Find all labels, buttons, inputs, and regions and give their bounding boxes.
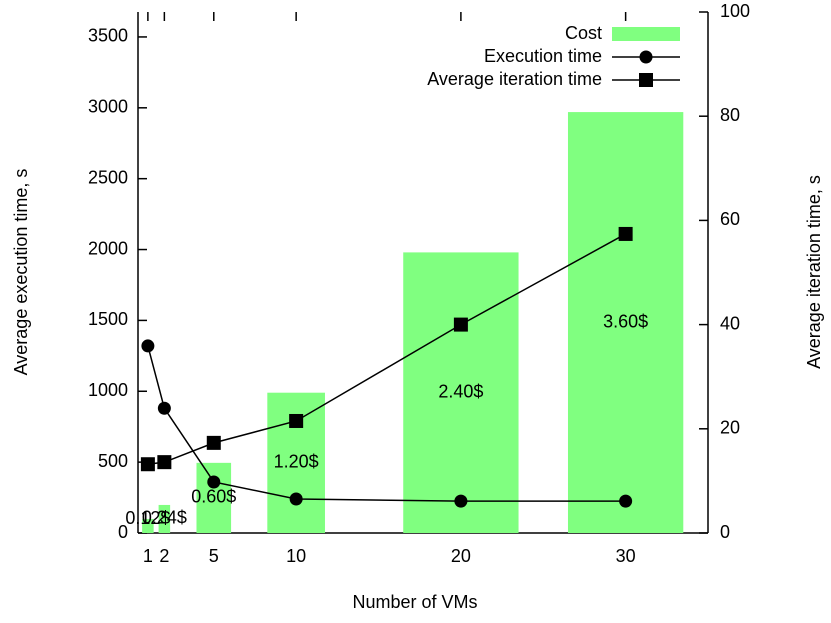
y2-tick-label: 40 bbox=[720, 313, 740, 333]
y-tick-label: 2000 bbox=[88, 238, 128, 258]
value-label: 0.12$ bbox=[125, 508, 170, 528]
marker bbox=[157, 455, 172, 470]
bar bbox=[403, 252, 519, 533]
x-tick-label: 5 bbox=[209, 546, 219, 566]
marker bbox=[207, 475, 221, 489]
marker bbox=[454, 494, 468, 508]
y2-axis-label: Average iteration time, s bbox=[804, 175, 824, 369]
value-label: 3.60$ bbox=[603, 311, 648, 331]
y-tick-label: 500 bbox=[98, 451, 128, 471]
value-label: 0.60$ bbox=[191, 487, 236, 507]
y-tick-label: 1000 bbox=[88, 380, 128, 400]
y-tick-label: 3500 bbox=[88, 26, 128, 46]
bar bbox=[567, 112, 684, 533]
bar bbox=[196, 462, 232, 533]
marker bbox=[453, 317, 468, 332]
y2-tick-label: 80 bbox=[720, 105, 740, 125]
legend-label: Cost bbox=[565, 23, 602, 43]
x-tick-label: 2 bbox=[159, 546, 169, 566]
x-tick-label: 20 bbox=[451, 546, 471, 566]
legend-marker bbox=[639, 50, 653, 64]
y-tick-label: 3000 bbox=[88, 97, 128, 117]
x-tick-label: 30 bbox=[616, 546, 636, 566]
x-tick-label: 10 bbox=[286, 546, 306, 566]
legend-label: Execution time bbox=[484, 46, 602, 66]
x-axis-label: Number of VMs bbox=[352, 592, 477, 612]
legend-swatch bbox=[612, 27, 680, 41]
line bbox=[147, 233, 626, 465]
legend-label: Average iteration time bbox=[427, 69, 602, 89]
y2-tick-label: 60 bbox=[720, 209, 740, 229]
value-label: 1.20$ bbox=[274, 452, 319, 472]
y-tick-label: 1500 bbox=[88, 309, 128, 329]
marker bbox=[157, 401, 171, 415]
y2-tick-label: 0 bbox=[720, 522, 730, 542]
marker bbox=[289, 492, 303, 506]
marker bbox=[206, 435, 221, 450]
legend-marker bbox=[639, 73, 653, 87]
y-axis-label: Average execution time, s bbox=[11, 169, 31, 376]
marker bbox=[140, 457, 155, 472]
y2-tick-label: 100 bbox=[720, 1, 750, 21]
y2-tick-label: 20 bbox=[720, 418, 740, 438]
marker bbox=[618, 226, 633, 241]
y-tick-label: 0 bbox=[118, 522, 128, 542]
marker bbox=[289, 413, 304, 428]
x-tick-label: 1 bbox=[143, 546, 153, 566]
y-tick-label: 2500 bbox=[88, 167, 128, 187]
value-label: 0.24$ bbox=[142, 508, 187, 528]
bar bbox=[158, 504, 171, 533]
marker bbox=[141, 339, 155, 353]
bar bbox=[142, 518, 154, 533]
marker bbox=[619, 494, 633, 508]
line bbox=[147, 345, 626, 502]
value-label: 2.40$ bbox=[438, 381, 483, 401]
